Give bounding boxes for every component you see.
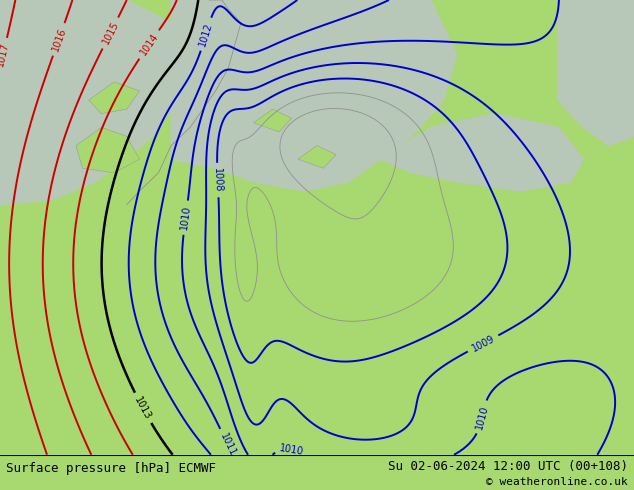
Polygon shape [0, 0, 190, 205]
Text: 1012: 1012 [198, 21, 214, 48]
Text: 1013: 1013 [133, 395, 153, 421]
Text: 1009: 1009 [470, 333, 496, 354]
Polygon shape [254, 109, 292, 132]
Polygon shape [298, 146, 336, 168]
Polygon shape [558, 0, 634, 146]
Text: 1014: 1014 [138, 31, 160, 57]
Polygon shape [380, 114, 583, 191]
Text: 1008: 1008 [212, 168, 223, 193]
Text: 1016: 1016 [50, 26, 68, 52]
Polygon shape [171, 0, 456, 191]
Polygon shape [89, 82, 139, 114]
Text: 1015: 1015 [100, 20, 120, 46]
Polygon shape [76, 127, 139, 173]
Text: 1011: 1011 [218, 431, 238, 458]
Text: 1010: 1010 [279, 443, 304, 457]
Text: Surface pressure [hPa] ECMWF: Surface pressure [hPa] ECMWF [6, 462, 216, 475]
Text: 1017: 1017 [0, 42, 11, 68]
Text: © weatheronline.co.uk: © weatheronline.co.uk [486, 477, 628, 487]
Text: Su 02-06-2024 12:00 UTC (00+108): Su 02-06-2024 12:00 UTC (00+108) [387, 460, 628, 472]
Text: 1010: 1010 [474, 404, 490, 430]
Text: 1010: 1010 [179, 205, 192, 230]
